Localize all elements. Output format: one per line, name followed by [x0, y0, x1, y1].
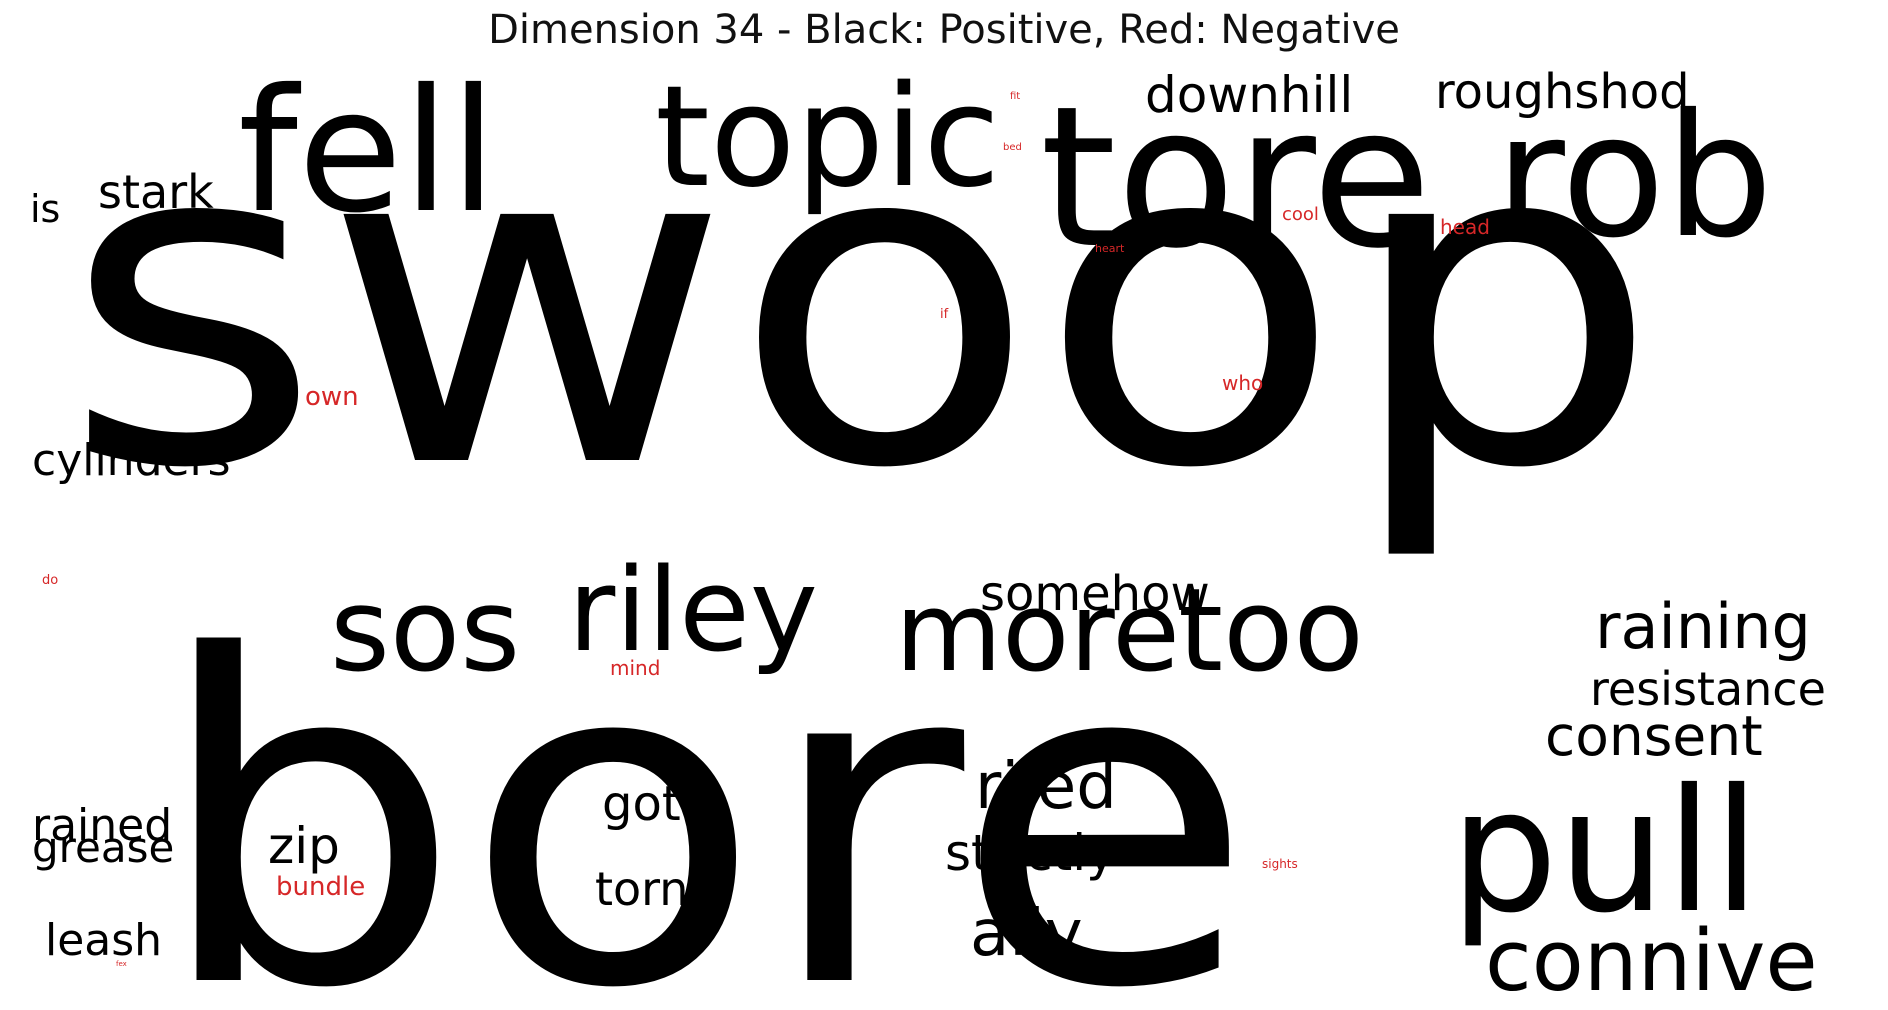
word-tore: tore [1040, 64, 1432, 291]
word-downhill: downhill [1145, 66, 1353, 124]
word-stark: stark [98, 165, 214, 219]
word-consent: consent [1545, 704, 1763, 768]
word-mind: mind [610, 656, 660, 680]
word-riled: riled [975, 750, 1117, 824]
word-topic: topic [655, 56, 1000, 219]
word-rained: rained [32, 800, 172, 851]
word-fit: fit [1010, 91, 1020, 102]
figure-title: Dimension 34 - Black: Positive, Red: Neg… [488, 7, 1400, 53]
word-is: is [30, 187, 60, 231]
word-who: who [1222, 371, 1263, 395]
word-sights: sights [1262, 857, 1298, 871]
word-fex: fex [116, 960, 127, 968]
word-resistance: resistance [1590, 662, 1826, 716]
word-zip: zip [268, 817, 340, 875]
word-rob: rob [1495, 78, 1773, 276]
word-sos: sos [330, 564, 520, 698]
word-fell: fell [238, 53, 497, 251]
word-leash: leash [45, 915, 162, 966]
word-got: got [602, 776, 681, 832]
word-bore: bore [152, 563, 1255, 1010]
word-own: own [305, 382, 359, 412]
word-riley: riley [568, 544, 818, 678]
word-ally: ally [970, 897, 1083, 971]
word-cool: cool [1282, 204, 1319, 225]
word-more: more [895, 568, 1180, 696]
word-roughshod: roughshod [1435, 64, 1690, 120]
word-pull: pull [1450, 753, 1760, 951]
word-do: do [42, 573, 58, 588]
word-bundle: bundle [276, 872, 365, 902]
word-bed: bed [1003, 142, 1022, 153]
word-strictly: strictly [945, 824, 1116, 882]
word-raining: raining [1595, 590, 1811, 663]
word-connive: connive [1485, 912, 1818, 1010]
word-head: head [1440, 215, 1490, 239]
word-grease: grease [32, 823, 174, 872]
word-if: if [940, 307, 949, 322]
word-swoop: swoop [62, 43, 1661, 567]
word-too: too [1178, 564, 1364, 698]
word-heart: heart [1095, 242, 1125, 255]
word-cylinders: cylinders [32, 435, 231, 486]
word-somehow: somehow [980, 566, 1210, 622]
word-torn: torn [595, 862, 688, 916]
